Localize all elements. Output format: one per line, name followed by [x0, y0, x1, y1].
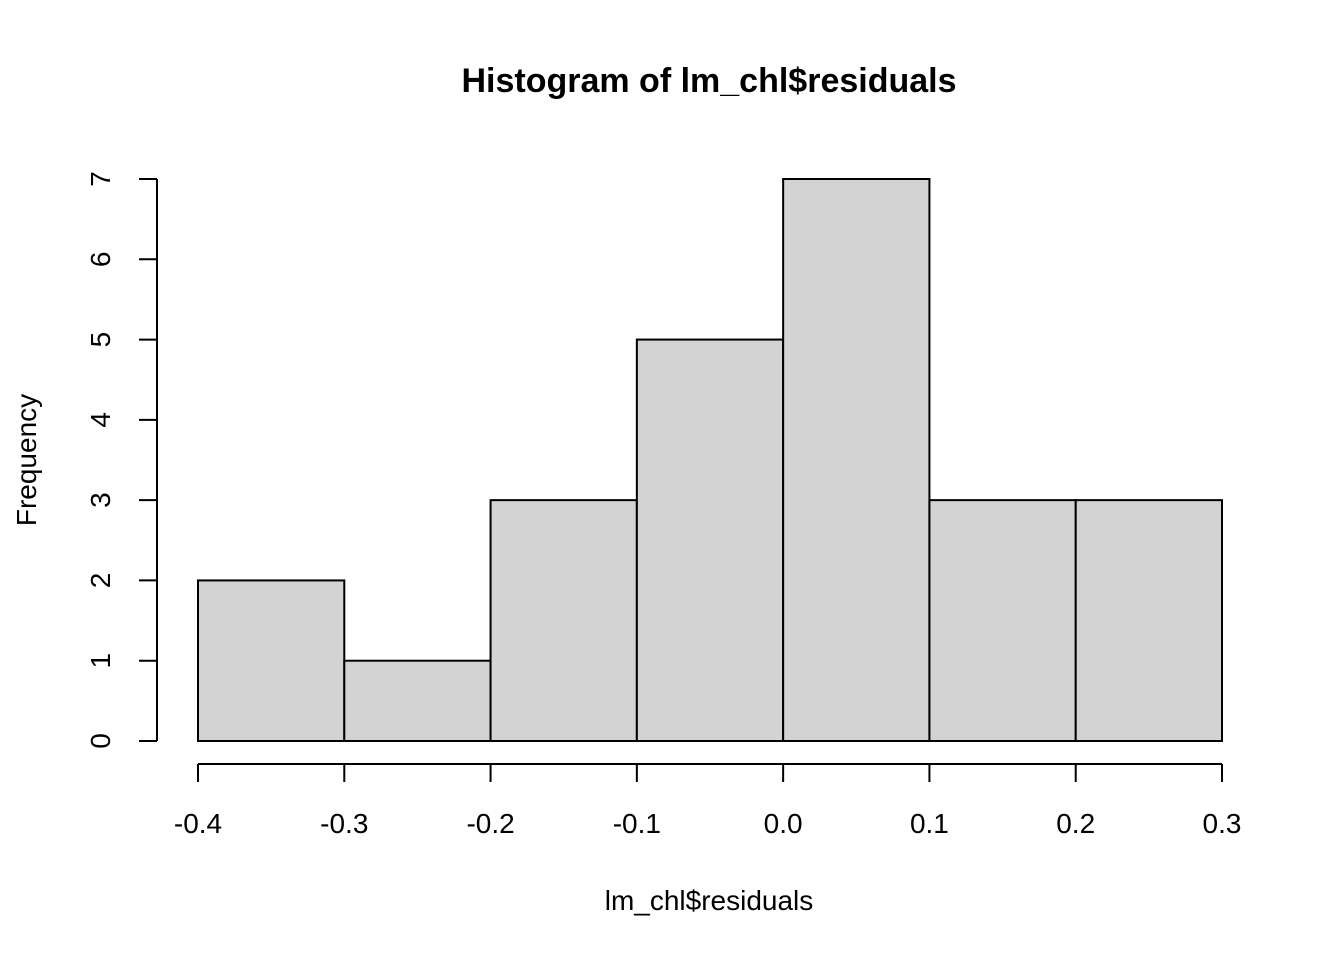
- x-axis: -0.4 -0.3 -0.2 -0.1 0.0 0.1 0.2 0.3: [174, 763, 1242, 839]
- y-axis-label: Frequency: [11, 394, 42, 526]
- histogram-bar: [489, 499, 638, 742]
- x-tick-label: 0.0: [764, 808, 803, 839]
- chart-title: Histogram of lm_chl$residuals: [461, 62, 956, 100]
- y-tick-label: 0: [85, 733, 116, 749]
- x-tick-label: 0.3: [1203, 808, 1242, 839]
- histogram-bar: [782, 178, 931, 742]
- y-tick-label: 4: [85, 412, 116, 428]
- histogram-bars: [197, 178, 1223, 743]
- x-tick-label: -0.4: [174, 808, 222, 839]
- x-tick-label: 0.2: [1056, 808, 1095, 839]
- histogram-bar: [928, 499, 1077, 742]
- x-tick-label: -0.2: [466, 808, 514, 839]
- x-tick-label: -0.3: [320, 808, 368, 839]
- y-tick-label: 3: [85, 492, 116, 508]
- x-axis-label: lm_chl$residuals: [605, 885, 814, 916]
- y-tick-label: 6: [85, 251, 116, 267]
- y-tick-label: 7: [85, 171, 116, 187]
- histogram-bar: [635, 338, 785, 742]
- histogram-bar: [197, 579, 346, 743]
- y-axis: 0 1 2 3 4 5 6 7: [85, 171, 158, 749]
- y-tick-label: 1: [85, 653, 116, 669]
- histogram-bar: [343, 659, 492, 743]
- histogram-bar: [1074, 499, 1223, 742]
- x-tick-label: -0.1: [613, 808, 661, 839]
- x-tick-label: 0.1: [910, 808, 949, 839]
- y-tick-label: 5: [85, 332, 116, 348]
- y-tick-label: 2: [85, 573, 116, 589]
